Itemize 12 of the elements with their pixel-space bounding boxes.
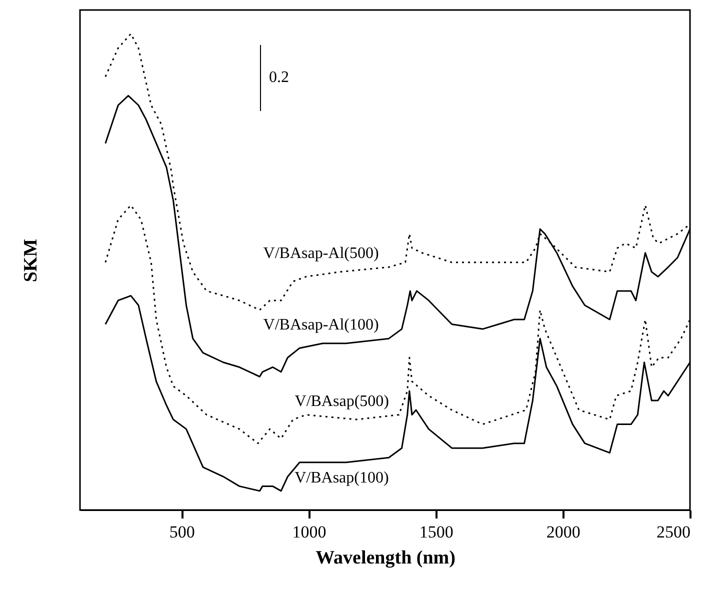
x-tick-label: 500 [169,522,195,542]
x-tick-label: 1000 [292,522,326,542]
series-label: V/BAsap(100) [294,470,389,487]
annotation: 0.2 [268,68,289,87]
x-tick-label: 2000 [546,522,580,542]
x-axis-title: Wavelength (nm) [316,548,456,568]
x-tick-label: 1500 [419,522,454,542]
series-label: V/BAsap(500) [294,392,389,410]
x-tick-label: 2500 [656,522,690,542]
series-label: V/BAsap-Al(100) [263,316,379,334]
y-axis-title: SKM [20,238,42,282]
series-label: V/BAsap-Al(500) [263,245,379,262]
